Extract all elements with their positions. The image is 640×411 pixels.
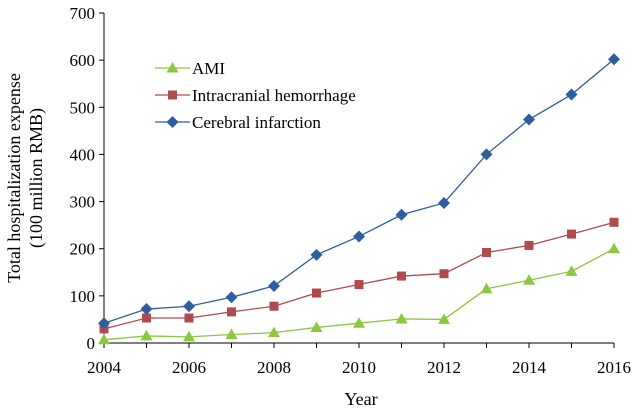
- y-tick-label: 200: [70, 240, 96, 259]
- y-tick-label: 400: [70, 145, 96, 164]
- data-point-intracranial-hemorrhage: [312, 288, 321, 298]
- x-tick-label: 2004: [87, 358, 122, 377]
- data-point-intracranial-hemorrhage: [184, 313, 194, 323]
- data-point-ami: [523, 274, 535, 285]
- data-point-cerebral-infarction: [268, 279, 280, 292]
- data-point-intracranial-hemorrhage: [439, 269, 449, 279]
- data-point-ami: [395, 312, 408, 324]
- data-point-ami: [480, 282, 493, 294]
- data-point-intracranial-hemorrhage: [397, 271, 406, 281]
- x-tick-label: 2010: [342, 358, 376, 377]
- legend-item-intracranial-hemorrhage: Intracranial hemorrhage: [155, 86, 356, 105]
- data-point-cerebral-infarction: [183, 300, 195, 313]
- data-point-intracranial-hemorrhage: [227, 307, 236, 317]
- data-point-ami: [438, 313, 450, 324]
- series-layer: [98, 53, 620, 345]
- data-point-ami: [140, 329, 153, 341]
- data-point-intracranial-hemorrhage: [524, 240, 534, 250]
- x-tick-label: 2006: [172, 358, 206, 377]
- legend-marker: [166, 116, 179, 128]
- y-axis-label-line2: (100 million RMB): [26, 108, 47, 248]
- data-point-ami: [225, 328, 238, 340]
- data-point-cerebral-infarction: [310, 248, 323, 261]
- series-cerebral-infarction: [98, 53, 620, 330]
- data-point-cerebral-infarction: [608, 53, 620, 66]
- data-point-cerebral-infarction: [523, 113, 535, 126]
- x-tick-label: 2016: [597, 358, 631, 377]
- legend-item-ami: AMI: [155, 59, 225, 78]
- y-ticks: 0 100 200 300 400 500 600 700: [70, 4, 104, 353]
- series-intracranial-hemorrhage: [99, 217, 619, 334]
- series-ami: [98, 242, 620, 345]
- y-tick-label: 700: [70, 4, 96, 23]
- x-axis-label: Year: [344, 389, 377, 409]
- data-point-cerebral-infarction: [480, 148, 493, 161]
- legend-marker: [168, 90, 177, 100]
- legend-item-cerebral-infarction: Cerebral infarction: [155, 113, 321, 132]
- data-point-intracranial-hemorrhage: [354, 280, 364, 290]
- data-point-ami: [98, 333, 110, 345]
- legend-label: Intracranial hemorrhage: [192, 86, 356, 105]
- y-axis-label-line1: Total hospitalization expense: [4, 73, 24, 283]
- data-point-cerebral-infarction: [395, 208, 408, 221]
- x-ticks: 2004 2006 2008 2010 2012 2014 2016: [87, 343, 631, 377]
- y-tick-label: 300: [70, 193, 96, 212]
- x-tick-label: 2008: [257, 358, 291, 377]
- data-point-ami: [608, 242, 620, 254]
- data-point-cerebral-infarction: [353, 230, 365, 243]
- y-axis-label: Total hospitalization expense (100 milli…: [4, 73, 47, 283]
- data-point-intracranial-hemorrhage: [609, 217, 619, 227]
- data-point-ami: [565, 265, 578, 276]
- data-point-intracranial-hemorrhage: [142, 313, 151, 323]
- legend-label: AMI: [192, 59, 225, 78]
- axes: [103, 13, 614, 344]
- y-tick-label: 500: [70, 98, 96, 117]
- data-point-cerebral-infarction: [98, 317, 110, 330]
- data-point-intracranial-hemorrhage: [269, 301, 279, 311]
- y-tick-label: 600: [70, 51, 96, 70]
- data-point-intracranial-hemorrhage: [482, 247, 491, 257]
- data-point-cerebral-infarction: [225, 291, 238, 304]
- data-point-ami: [268, 326, 280, 338]
- x-tick-label: 2012: [427, 358, 461, 377]
- y-tick-label: 0: [87, 334, 96, 353]
- data-point-cerebral-infarction: [565, 88, 578, 101]
- legend-marker: [166, 62, 179, 73]
- data-point-ami: [310, 321, 323, 332]
- data-point-cerebral-infarction: [438, 196, 450, 209]
- data-point-cerebral-infarction: [140, 303, 153, 316]
- data-point-ami: [183, 330, 195, 342]
- data-point-ami: [353, 317, 365, 328]
- legend: AMI Intracranial hemorrhage Cerebral infar…: [155, 59, 356, 132]
- x-tick-label: 2014: [512, 358, 547, 377]
- legend-label: Cerebral infarction: [192, 113, 321, 132]
- y-tick-label: 100: [70, 287, 96, 306]
- data-point-intracranial-hemorrhage: [567, 229, 576, 239]
